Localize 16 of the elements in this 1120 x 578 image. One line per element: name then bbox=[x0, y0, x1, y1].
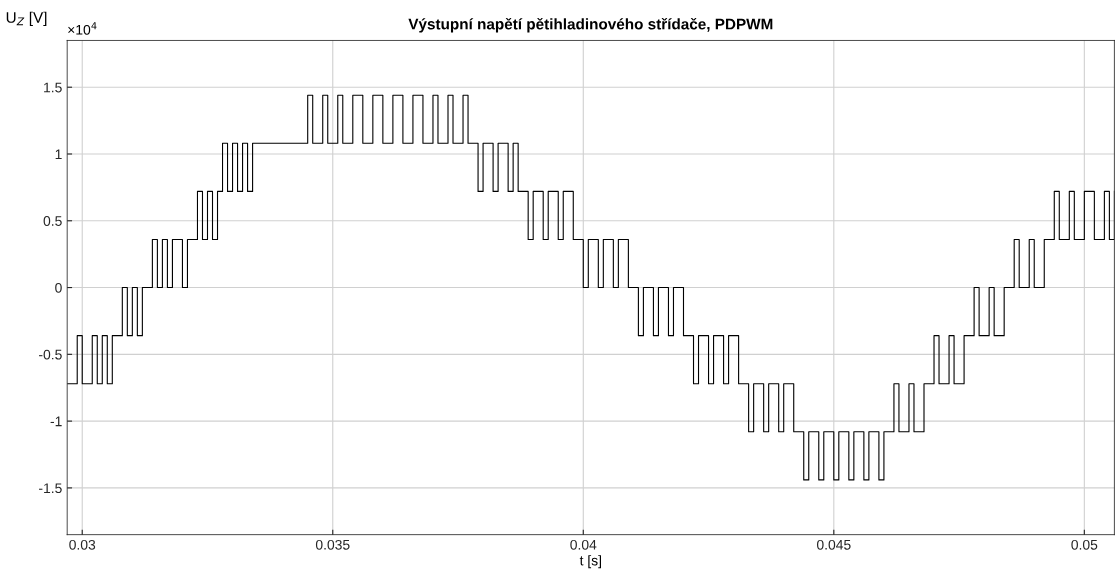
x-tick-label: 0.035 bbox=[315, 539, 350, 550]
y-axis-title: U$_{Z}$ [V] bbox=[6, 11, 47, 26]
y-tick-label: 0.5 bbox=[43, 216, 62, 226]
y-tick-label: -0.5 bbox=[39, 349, 62, 360]
x-axis-title: t [s] bbox=[579, 555, 601, 569]
chart-title: Výstupní napětí pětihladinového střídače, PDPWM bbox=[408, 17, 773, 33]
y-tick-label: 0 bbox=[55, 282, 62, 293]
text: ×10$^{4}$ bbox=[68, 22, 97, 35]
y-tick-label: 1 bbox=[55, 149, 62, 160]
x-tick-label: 0.03 bbox=[69, 539, 96, 550]
y-tick-label: -1 bbox=[50, 416, 62, 427]
x-tick-label: 0.045 bbox=[816, 539, 851, 550]
x-tick-label: 0.05 bbox=[1071, 539, 1098, 550]
y-tick-label: 1.5 bbox=[44, 82, 62, 93]
x-tick-label: 0.04 bbox=[570, 539, 597, 550]
y-tick-label: -1.5 bbox=[39, 483, 62, 494]
